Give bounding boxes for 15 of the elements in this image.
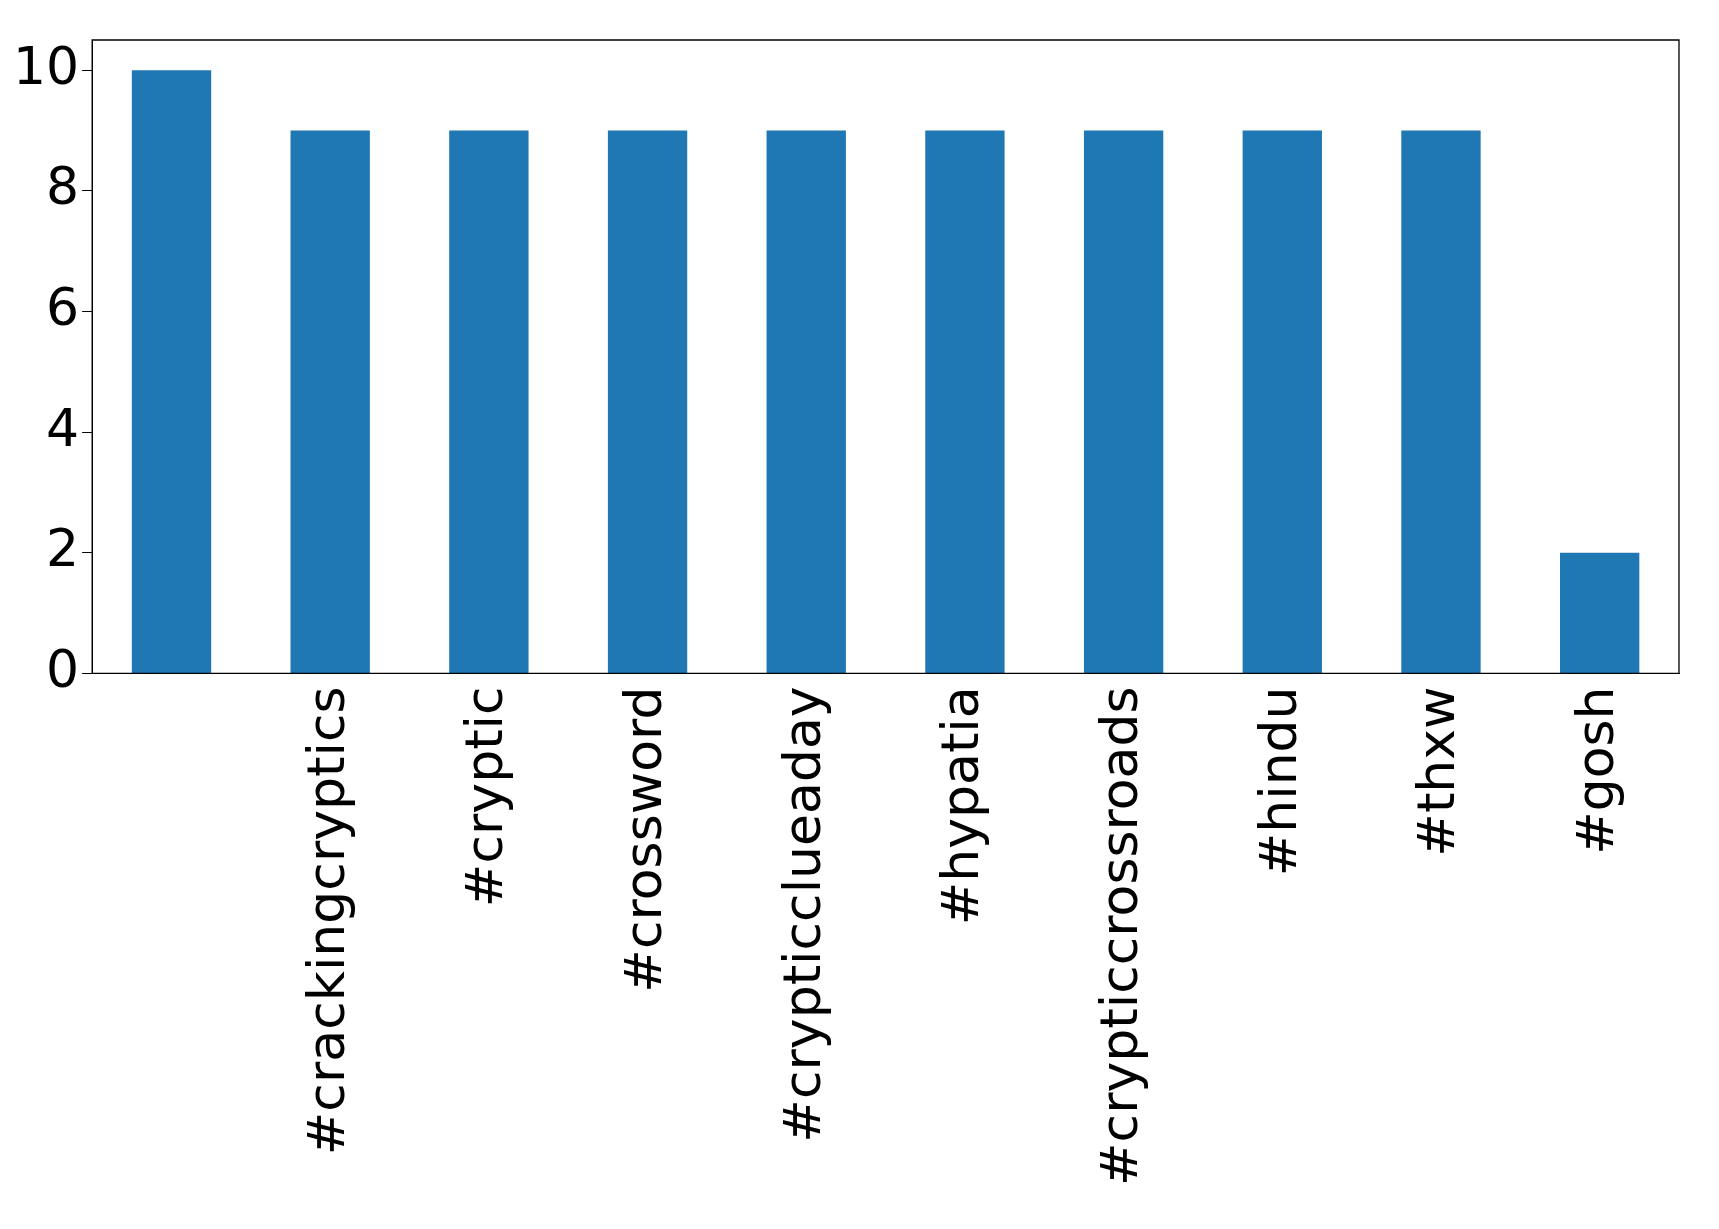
y-tick-label: 10 <box>13 35 80 96</box>
x-tick-label: #hypatia <box>930 686 991 926</box>
y-tick-label: 8 <box>46 156 80 217</box>
x-tick-label: #crypticcrossroads <box>1089 686 1150 1187</box>
x-tick-label: #crypticclueaday <box>771 686 832 1143</box>
y-tick-label: 2 <box>46 518 80 579</box>
y-tick-label: 0 <box>46 638 80 699</box>
x-tick-label: #crossword <box>613 686 674 993</box>
x-tick-label: #cryptic <box>454 686 515 908</box>
x-tick-label: #thxw <box>1406 686 1467 857</box>
x-tick-label: #hindu <box>1247 686 1308 877</box>
x-tick-label: #gosh <box>1565 686 1626 855</box>
y-tick-label: 6 <box>46 276 80 337</box>
y-tick-label: 4 <box>46 397 80 458</box>
x-tick-label: #crackingcryptics <box>295 686 356 1156</box>
